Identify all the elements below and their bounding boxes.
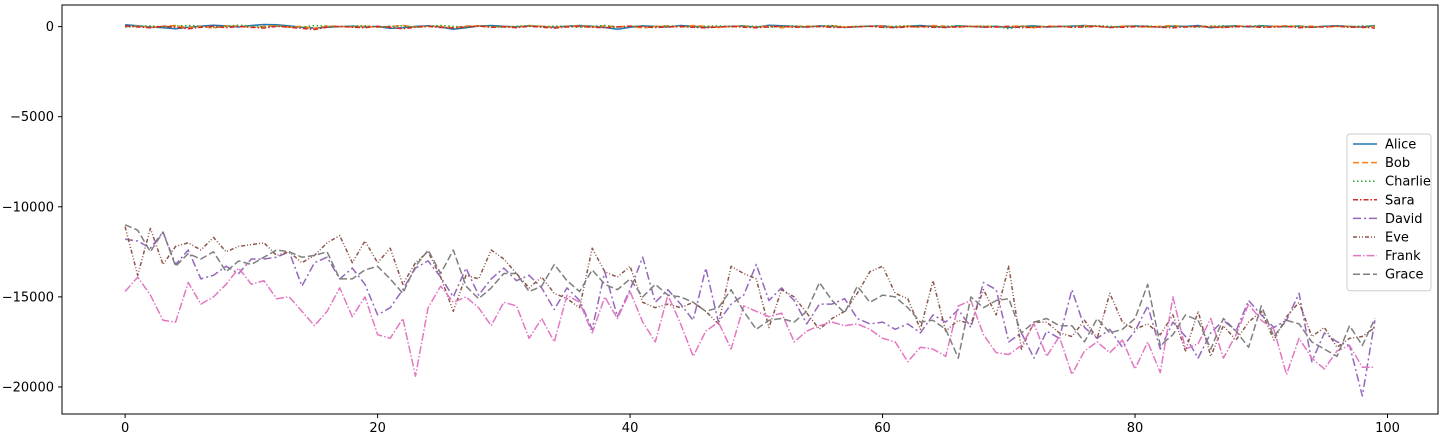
- y-tick-label: −5000: [10, 110, 54, 125]
- legend-label-frank: Frank: [1385, 249, 1421, 264]
- legend-label-bob: Bob: [1385, 156, 1410, 171]
- x-axis: 0 20 40 60 80 100: [121, 414, 1400, 436]
- series-line-david: [124, 231, 1376, 397]
- legend-label-grace: Grace: [1385, 268, 1424, 283]
- series-line-frank: [124, 267, 1375, 377]
- x-tick-label: 0: [121, 421, 129, 436]
- series-line-charlie: [125, 24, 1375, 30]
- x-tick-label: 40: [622, 421, 639, 436]
- x-tick-label: 60: [874, 421, 891, 436]
- series-layer: [124, 23, 1376, 397]
- y-axis: 0 −5000 −10000 −15000 −20000: [2, 20, 62, 395]
- plot-frame: [61, 4, 1439, 415]
- series-line-eve: [124, 226, 1376, 358]
- y-tick-label: −20000: [2, 380, 54, 395]
- legend-label-charlie: Charlie: [1385, 175, 1431, 190]
- y-tick-label: 0: [46, 20, 54, 35]
- series-line-grace: [124, 224, 1376, 359]
- y-tick-label: −10000: [2, 200, 54, 215]
- x-tick-label: 100: [1375, 421, 1400, 436]
- legend: Alice Bob Charlie Sara David Eve Frank Grace: [1346, 133, 1432, 292]
- y-tick-label: −15000: [2, 290, 54, 305]
- legend-box: [1346, 133, 1432, 292]
- series-line-sara: [125, 25, 1375, 31]
- legend-label-sara: Sara: [1385, 193, 1415, 208]
- x-tick-label: 20: [369, 421, 386, 436]
- x-tick-label: 80: [1127, 421, 1144, 436]
- legend-label-eve: Eve: [1385, 231, 1409, 246]
- legend-label-alice: Alice: [1385, 138, 1416, 153]
- legend-label-david: David: [1385, 212, 1423, 227]
